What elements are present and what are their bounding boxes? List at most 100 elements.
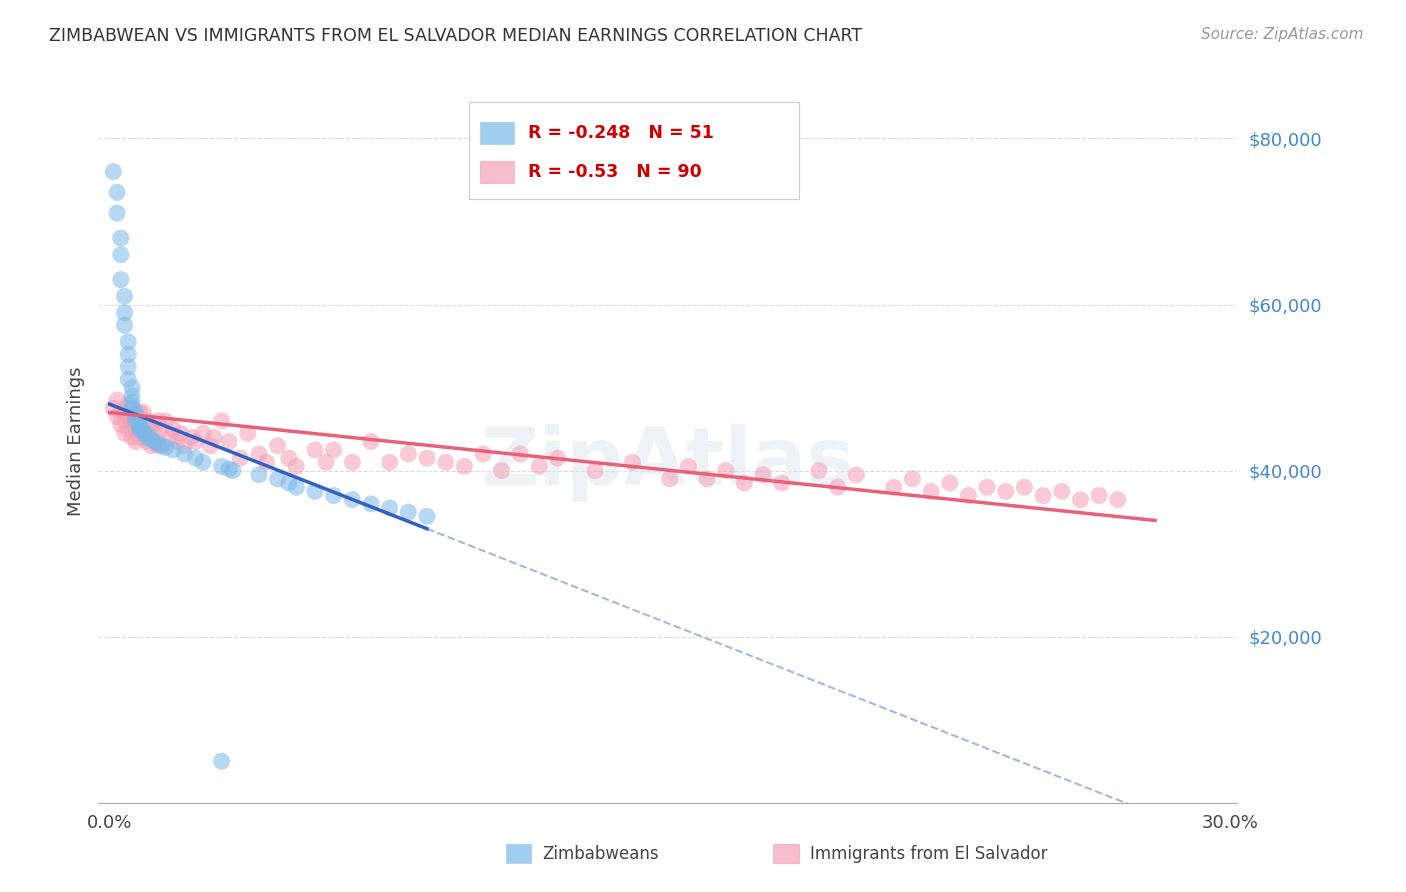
Point xyxy=(105,206,128,220)
Point xyxy=(136,427,159,442)
Point xyxy=(1069,492,1091,507)
Point xyxy=(211,459,233,474)
Point xyxy=(117,347,139,361)
Point xyxy=(901,472,924,486)
Point xyxy=(139,439,162,453)
Bar xyxy=(479,161,515,183)
Point xyxy=(229,451,252,466)
Point xyxy=(583,464,606,478)
Point xyxy=(128,405,150,419)
Point xyxy=(184,451,207,466)
Point xyxy=(162,442,184,457)
Point xyxy=(883,480,905,494)
Point xyxy=(202,430,225,444)
Point xyxy=(416,451,439,466)
Point xyxy=(509,447,531,461)
Point xyxy=(277,476,299,491)
Text: Immigrants from El Salvador: Immigrants from El Salvador xyxy=(810,845,1047,863)
Point xyxy=(236,426,259,441)
Point xyxy=(378,500,401,515)
Point xyxy=(1107,492,1129,507)
Point xyxy=(342,455,364,469)
Point xyxy=(132,425,155,440)
Point xyxy=(322,442,344,457)
Point xyxy=(110,231,132,245)
Point xyxy=(110,417,132,432)
Point xyxy=(155,441,177,455)
Text: R = -0.53   N = 90: R = -0.53 N = 90 xyxy=(527,163,702,181)
Point xyxy=(121,380,143,394)
Point xyxy=(117,359,139,374)
Point xyxy=(994,484,1017,499)
Point xyxy=(121,389,143,403)
Point xyxy=(434,455,457,469)
Y-axis label: Median Earnings: Median Earnings xyxy=(66,367,84,516)
Point xyxy=(304,484,326,499)
Point xyxy=(827,480,849,494)
Point xyxy=(132,405,155,419)
Point xyxy=(222,464,245,478)
Point xyxy=(114,426,136,441)
Point xyxy=(173,447,195,461)
Point xyxy=(169,426,191,441)
Point xyxy=(110,248,132,262)
Point xyxy=(218,462,240,476)
Point xyxy=(218,434,240,449)
Point xyxy=(191,455,214,469)
Point xyxy=(211,754,233,768)
Point xyxy=(696,472,718,486)
Point xyxy=(360,434,382,449)
Point xyxy=(621,455,644,469)
Point xyxy=(125,409,148,424)
Point xyxy=(976,480,998,494)
Point xyxy=(808,464,831,478)
Point xyxy=(105,409,128,424)
Point xyxy=(733,476,755,491)
Point xyxy=(162,422,184,436)
Point xyxy=(114,318,136,333)
Point xyxy=(285,480,308,494)
Point xyxy=(110,272,132,286)
Point xyxy=(128,430,150,444)
Point xyxy=(132,430,155,444)
Point xyxy=(360,497,382,511)
Point xyxy=(277,451,299,466)
Point xyxy=(146,437,169,451)
Point xyxy=(114,289,136,303)
Point xyxy=(957,489,980,503)
Point xyxy=(114,405,136,419)
Point xyxy=(117,372,139,386)
Point xyxy=(125,434,148,449)
Point xyxy=(128,420,150,434)
Text: R = -0.248   N = 51: R = -0.248 N = 51 xyxy=(527,124,714,142)
Point xyxy=(139,432,162,446)
Point xyxy=(103,401,125,416)
Point xyxy=(770,476,793,491)
Point xyxy=(146,439,169,453)
Point xyxy=(146,414,169,428)
Point xyxy=(121,395,143,409)
Point xyxy=(396,447,419,461)
Point xyxy=(173,439,195,453)
Point xyxy=(184,434,207,449)
Point xyxy=(128,417,150,432)
Point xyxy=(155,414,177,428)
Point xyxy=(180,430,202,444)
Bar xyxy=(479,122,515,144)
Point xyxy=(125,405,148,419)
Point xyxy=(658,472,681,486)
Point xyxy=(121,401,143,416)
Point xyxy=(136,434,159,449)
Point xyxy=(132,424,155,438)
Point xyxy=(378,455,401,469)
Point xyxy=(114,306,136,320)
Point xyxy=(285,459,308,474)
Point xyxy=(139,417,162,432)
Point xyxy=(128,422,150,436)
Point xyxy=(191,426,214,441)
Point xyxy=(211,414,233,428)
Point xyxy=(527,459,550,474)
Point xyxy=(114,414,136,428)
Point xyxy=(117,409,139,424)
Text: ZipAtlas: ZipAtlas xyxy=(481,425,855,502)
